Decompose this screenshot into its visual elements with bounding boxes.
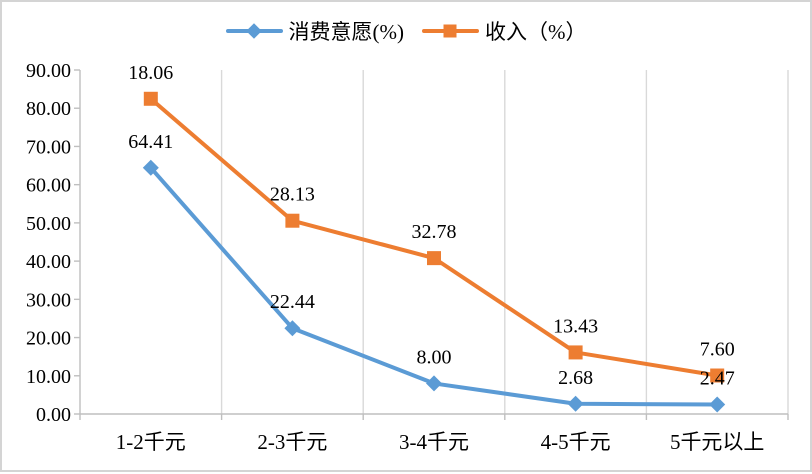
y-tick-label: 0.00: [36, 404, 71, 426]
legend-label-consumption-willingness: 消费意愿(%): [288, 20, 404, 44]
legend-item-consumption-willingness: 消费意愿(%): [225, 16, 404, 46]
y-tick-label: 40.00: [26, 251, 71, 273]
diamond-marker-icon: [709, 396, 726, 413]
data-label: 28.13: [270, 184, 315, 206]
data-label: 22.44: [270, 291, 315, 313]
y-tick-label: 50.00: [26, 213, 71, 235]
x-category-label: 4-5千元: [541, 430, 611, 454]
y-tick-label: 60.00: [26, 175, 71, 197]
x-category-label: 5千元以上: [670, 430, 765, 454]
x-category-label: 3-4千元: [399, 430, 469, 454]
square-marker-icon: [143, 91, 158, 106]
legend-item-income: 收入（%）: [421, 16, 587, 46]
data-label: 2.47: [700, 368, 735, 390]
data-label: 7.60: [700, 339, 735, 361]
y-tick-label: 30.00: [26, 289, 71, 311]
legend: 消费意愿(%) 收入（%）: [2, 16, 810, 46]
x-category-label: 2-3千元: [257, 430, 327, 454]
y-tick-label: 20.00: [26, 328, 71, 350]
data-label: 13.43: [553, 315, 598, 337]
y-tick-label: 80.00: [26, 98, 71, 120]
y-tick-label: 90.00: [26, 60, 71, 82]
y-tick-label: 10.00: [26, 366, 71, 388]
diamond-marker-icon: [142, 159, 159, 176]
data-label: 2.68: [558, 367, 593, 389]
square-marker-icon: [568, 345, 583, 360]
square-marker-icon: [285, 213, 300, 228]
legend-line-blue: [225, 23, 283, 39]
diamond-marker-icon: [284, 320, 301, 337]
data-label: 64.41: [128, 131, 173, 153]
diamond-marker-icon: [426, 375, 442, 392]
square-marker-icon: [710, 368, 725, 383]
series-line-0: [148, 165, 720, 407]
diamond-marker-icon: [567, 395, 584, 412]
legend-label-income: 收入（%）: [484, 20, 587, 44]
y-tick-label: 70.00: [26, 136, 71, 158]
data-label: 18.06: [128, 62, 173, 84]
data-label: 32.78: [412, 221, 457, 243]
data-label: 8.00: [417, 346, 452, 368]
square-marker-icon: [443, 24, 457, 38]
legend-line-orange: [421, 24, 479, 38]
x-category-label: 1-2千元: [116, 430, 186, 454]
square-marker-icon: [427, 251, 441, 266]
